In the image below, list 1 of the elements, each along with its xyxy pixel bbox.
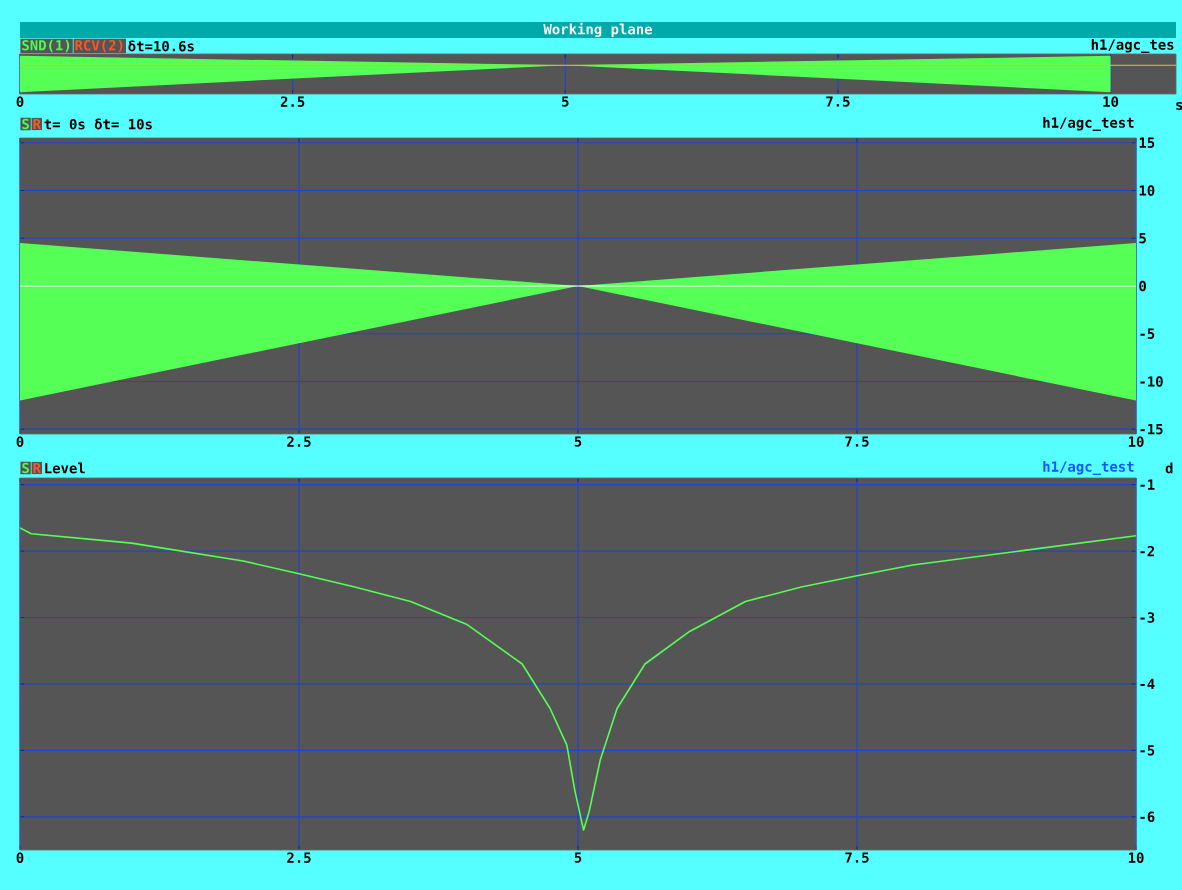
line-series	[20, 527, 1137, 831]
